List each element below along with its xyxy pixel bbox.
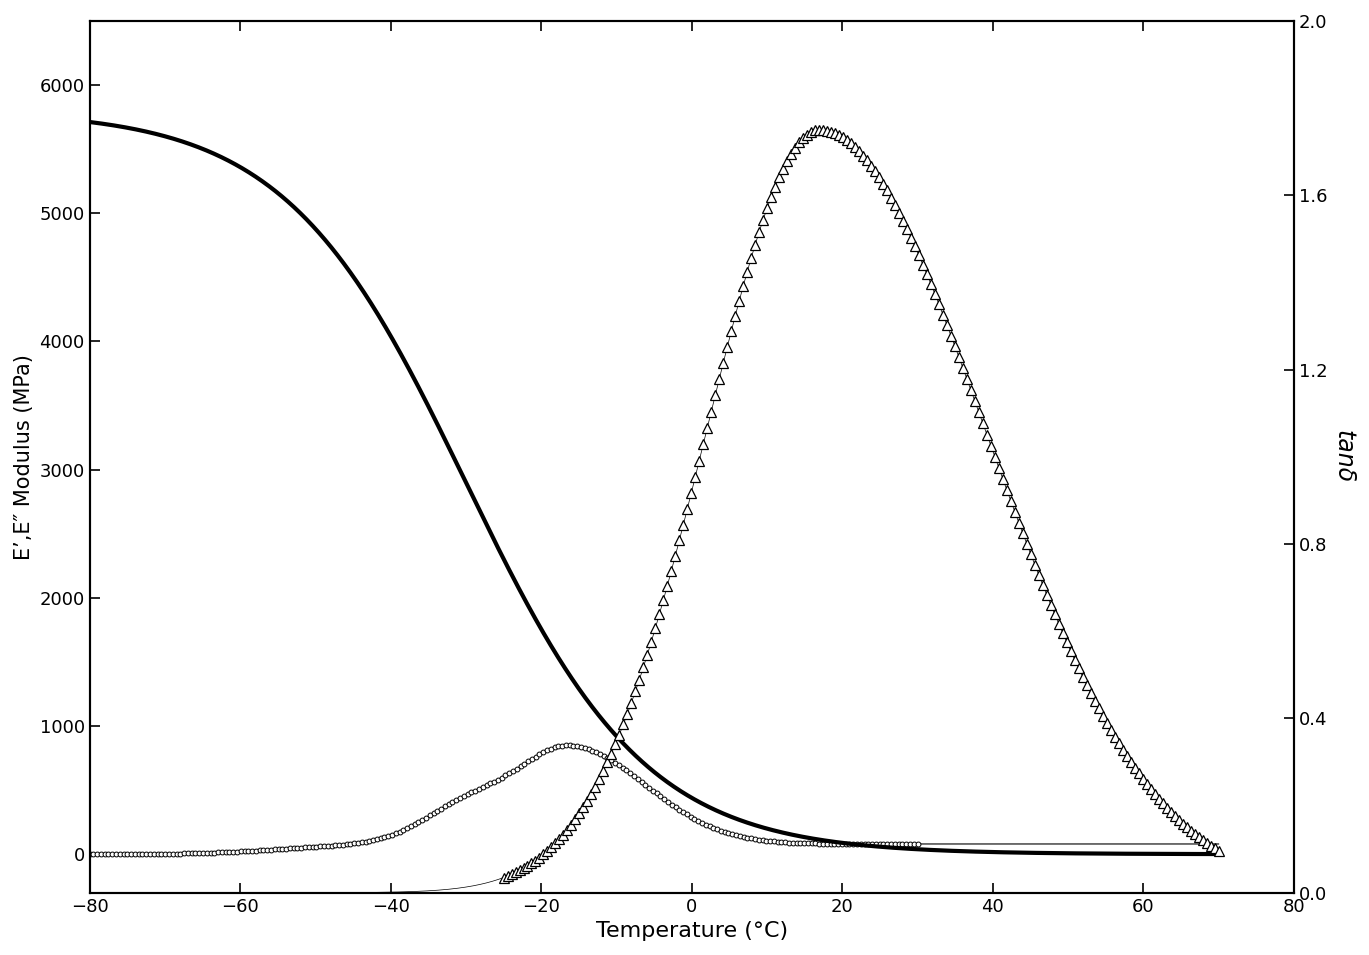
Y-axis label: tanδ: tanδ <box>1331 430 1355 483</box>
X-axis label: Temperature (°C): Temperature (°C) <box>596 922 787 941</box>
Y-axis label: E’,E″ Modulus (MPa): E’,E″ Modulus (MPa) <box>14 354 34 560</box>
